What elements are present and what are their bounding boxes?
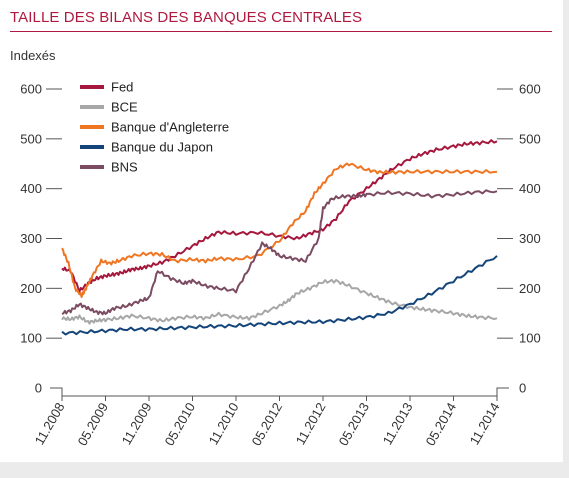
chart-title: TAILLE DES BILANS DES BANQUES CENTRALES: [10, 9, 363, 26]
y-tick-label-right: 400: [519, 181, 541, 196]
legend: Fed BCE Banque d'Angleterre Banque du Japon…: [80, 80, 229, 175]
y-tick-label-left: 300: [20, 231, 42, 246]
series-line-fed: [61, 139, 498, 293]
chart-panel: TAILLE DES BILANS DES BANQUES CENTRALES …: [0, 0, 563, 462]
x-tick-label: 11.2014: [467, 400, 503, 447]
series-layer: [61, 139, 498, 336]
y-tick-label-right: 300: [519, 231, 541, 246]
y-tick-label-left: 0: [35, 381, 42, 396]
y-tick-label-right: 100: [519, 331, 541, 346]
x-tick-label: 05.2010: [162, 400, 198, 448]
legend-label: Fed: [111, 80, 133, 95]
y-tick-label-right: 200: [519, 281, 541, 296]
series-line-bce: [61, 278, 498, 325]
series-line-banque-d-angleterre: [61, 162, 498, 298]
legend-item: BCE: [80, 100, 138, 115]
x-tick-label: 11.2013: [380, 400, 416, 447]
y-tick-label-right: 0: [519, 381, 526, 396]
legend-label: Banque du Japon: [111, 140, 213, 155]
legend-item: Banque du Japon: [80, 140, 213, 155]
y-tick-label-left: 600: [20, 82, 42, 97]
left-axis: 600 500 400 300 200 100 0: [20, 82, 62, 396]
right-axis: 600 500 400 300 200 100 0: [497, 82, 541, 396]
y-tick-label-left: 100: [20, 331, 42, 346]
x-tick-label: 11.2008: [32, 400, 68, 447]
series-line-banque-du-japon: [61, 255, 498, 336]
x-tick-label: 05.2013: [336, 400, 372, 448]
x-tick-label: 05.2009: [75, 400, 111, 448]
title-rule: [10, 31, 552, 32]
legend-label: BCE: [111, 100, 138, 115]
legend-label: BNS: [111, 160, 138, 175]
legend-label: Banque d'Angleterre: [111, 120, 229, 135]
y-tick-label-left: 200: [20, 281, 42, 296]
y-tick-label-left: 500: [20, 131, 42, 146]
x-tick-label: 05.2012: [249, 400, 285, 448]
series-line-bns: [61, 189, 498, 316]
y-tick-label-right: 500: [519, 131, 541, 146]
x-axis-right-hook: [496, 387, 509, 396]
x-axis: 11.2008 05.2009 11.2009 05.2010 11.2010 05.20…: [32, 387, 509, 448]
x-tick-label: 05.2014: [423, 400, 459, 448]
y-axis-label: Indexés: [10, 48, 56, 63]
x-tick-label: 11.2009: [119, 400, 155, 447]
legend-item: Fed: [80, 80, 133, 95]
y-tick-label-right: 600: [519, 82, 541, 97]
legend-item: Banque d'Angleterre: [80, 120, 229, 135]
legend-item: BNS: [80, 160, 138, 175]
x-tick-label: 11.2012: [293, 400, 329, 447]
y-tick-label-left: 400: [20, 181, 42, 196]
x-tick-label: 11.2010: [206, 400, 242, 447]
x-axis-left-hook: [50, 387, 63, 396]
